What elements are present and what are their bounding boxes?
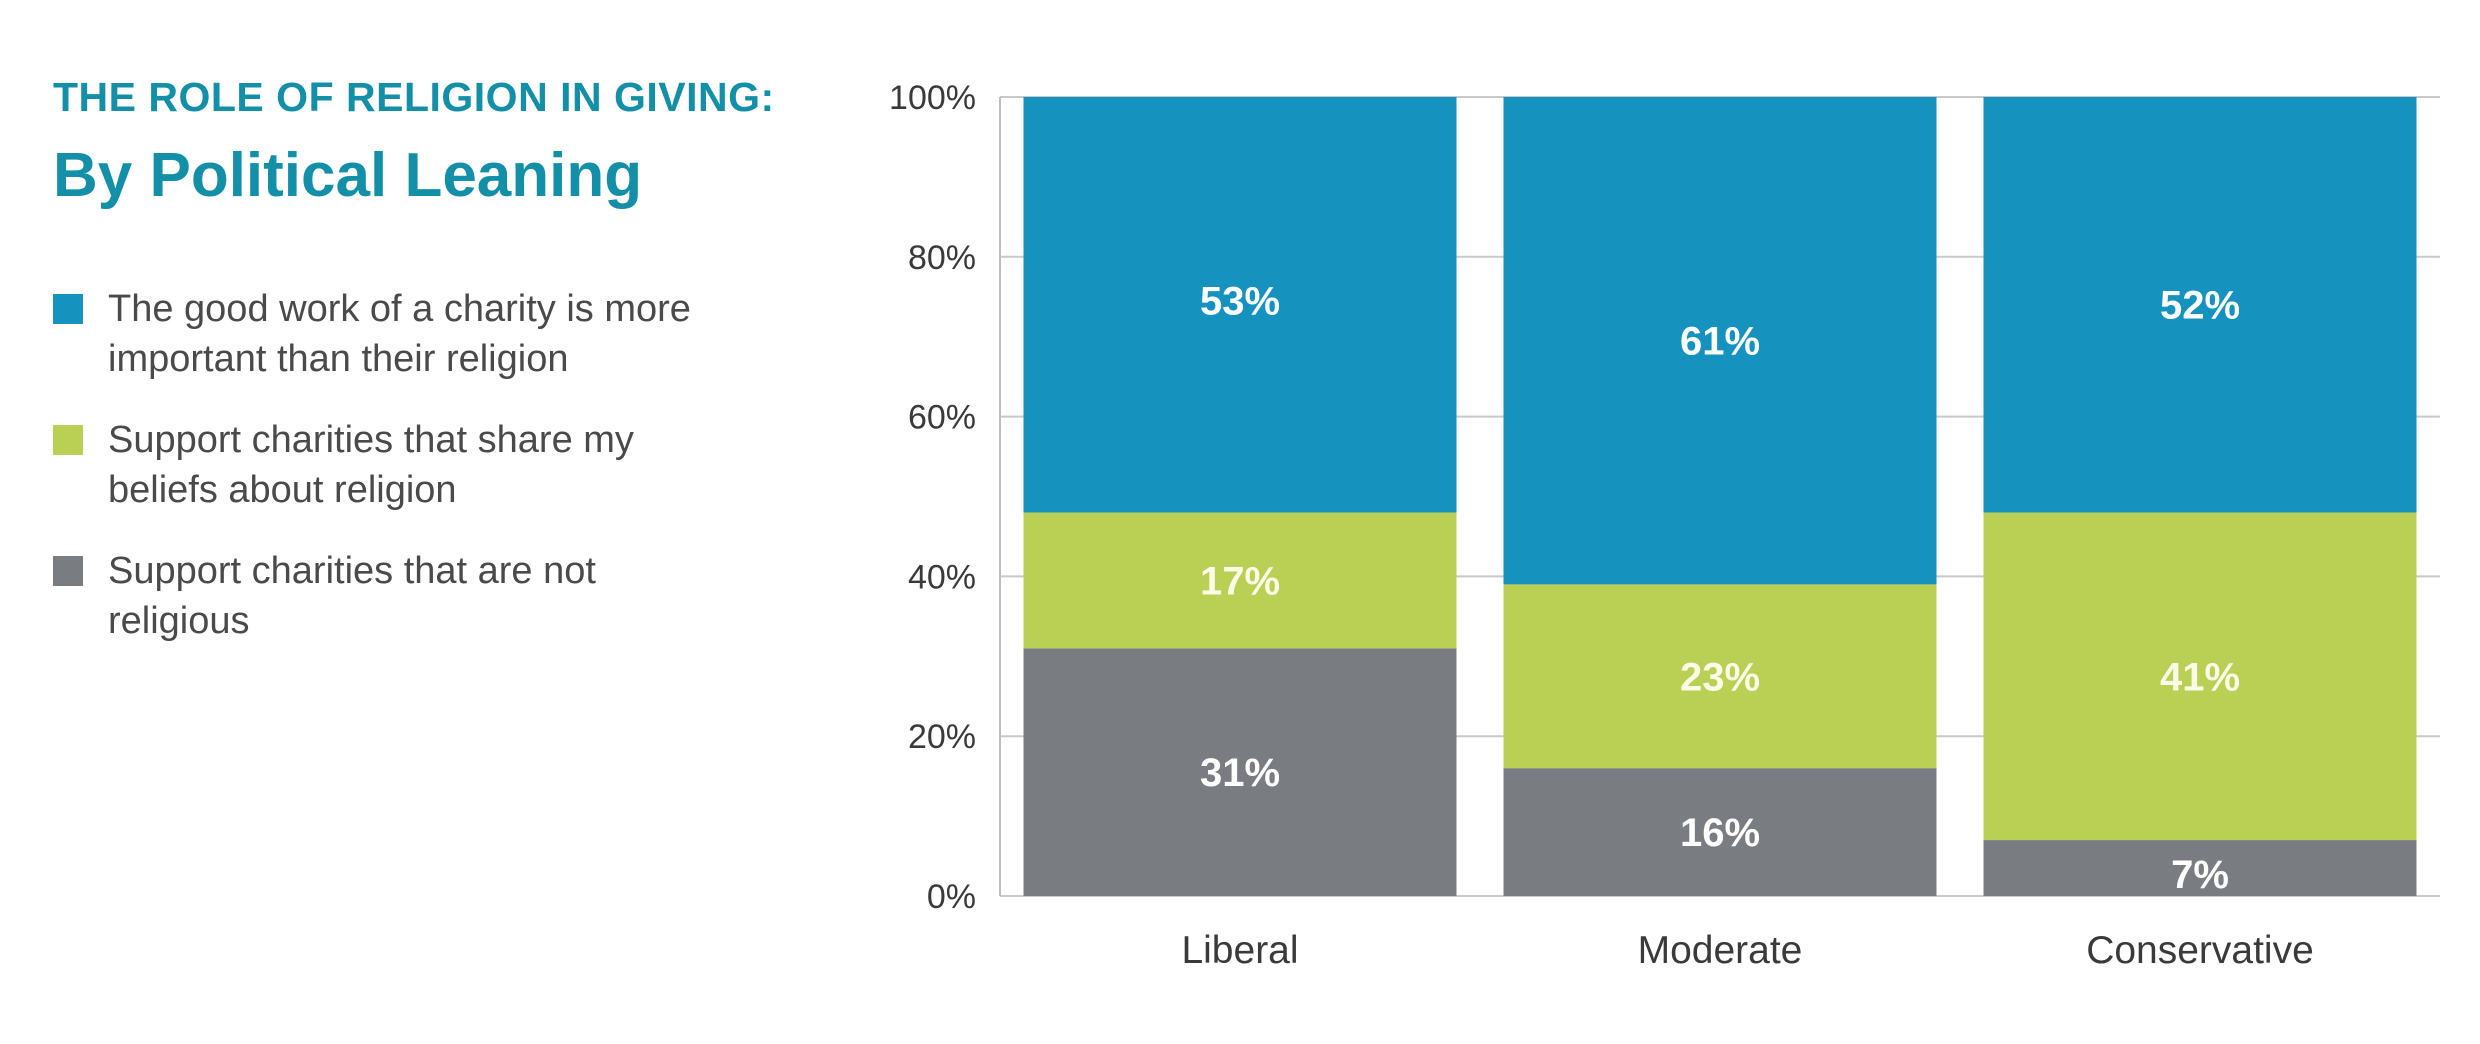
y-tick-label: 0% <box>927 878 976 916</box>
legend-label-share-beliefs: Support charities that share my beliefs … <box>108 419 634 511</box>
bar-value-label: 16% <box>1680 811 1760 855</box>
bar-segment <box>1503 768 1937 896</box>
legend-item-share-beliefs: Support charities that share my beliefs … <box>53 415 773 515</box>
y-tick-label: 80% <box>908 239 976 277</box>
bar-value-label: 61% <box>1680 320 1760 364</box>
bar-segment <box>1023 512 1457 649</box>
y-tick-label: 100% <box>889 79 976 117</box>
bar-segment <box>1023 648 1457 896</box>
bar-segment <box>1983 512 2417 841</box>
y-tick-label: 60% <box>908 399 976 437</box>
bar-segment <box>1503 97 1937 585</box>
bar-value-label: 23% <box>1680 655 1760 699</box>
x-category-label: Conservative <box>2086 929 2314 972</box>
y-tick-label: 20% <box>908 718 976 756</box>
legend: The good work of a charity is more impor… <box>53 284 773 677</box>
bars <box>1023 97 2417 896</box>
bar-value-label: 52% <box>2160 284 2240 328</box>
bar-segment <box>1503 584 1937 769</box>
bar-value-label: 53% <box>1200 280 1280 324</box>
y-tick-label: 40% <box>908 558 976 596</box>
value-labels: 31% 17% 53% 16% 23% 61% 7% 41% 52% <box>1200 280 2240 897</box>
bar-segment <box>1983 840 2417 896</box>
axes: 0% 20% 40% 60% 80% 100% Liberal Moderate Conserv… <box>889 79 2314 972</box>
chart-title: By Political Leaning <box>53 141 643 210</box>
legend-swatch-share-beliefs <box>53 425 83 455</box>
x-category-label: Moderate <box>1638 929 1803 972</box>
legend-swatch-not-religious <box>53 556 83 586</box>
bar-segment <box>1023 97 1457 513</box>
legend-item-good-work: The good work of a charity is more impor… <box>53 284 773 384</box>
bar-segment <box>1983 97 2417 513</box>
legend-swatch-good-work <box>53 294 83 324</box>
bar-value-label: 7% <box>2171 853 2229 897</box>
legend-label-good-work: The good work of a charity is more impor… <box>108 288 691 380</box>
bar-value-label: 31% <box>1200 751 1280 795</box>
legend-item-not-religious: Support charities that are not religious <box>53 546 773 646</box>
chart-kicker: THE ROLE OF RELIGION IN GIVING: <box>53 74 775 120</box>
x-category-label: Liberal <box>1181 929 1298 972</box>
legend-label-not-religious: Support charities that are not religious <box>108 550 596 642</box>
bar-value-label: 41% <box>2160 655 2240 699</box>
bar-value-label: 17% <box>1200 559 1280 603</box>
